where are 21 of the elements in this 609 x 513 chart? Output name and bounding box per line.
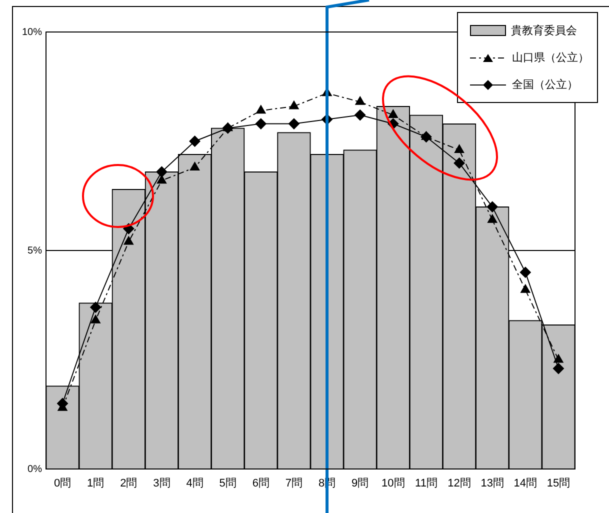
x-tick-label: 3問 xyxy=(153,478,170,490)
x-tick-label: 6問 xyxy=(252,478,270,490)
y-tick-label: 5% xyxy=(28,245,42,256)
y-tick-label: 10% xyxy=(22,26,42,38)
x-tick-label: 4問 xyxy=(186,478,204,490)
x-tick-label: 12問 xyxy=(448,478,471,490)
x-tick-label: 11問 xyxy=(415,478,438,490)
x-tick-label: 10問 xyxy=(382,478,405,490)
x-tick-label: 15問 xyxy=(546,478,570,490)
y-tick-label: 0% xyxy=(28,464,42,475)
x-tick-label: 0問 xyxy=(54,478,72,490)
x-tick-label: 14問 xyxy=(514,478,538,490)
legend-label: 貴教育委員会 xyxy=(511,23,577,38)
x-tick-label: 9問 xyxy=(352,478,369,490)
legend-label: 全国（公立） xyxy=(512,77,578,92)
legend-label: 山口県（公立） xyxy=(512,50,589,65)
x-tick-label: 5問 xyxy=(219,478,236,490)
x-tick-label: 13問 xyxy=(480,478,504,490)
x-tick-label: 7問 xyxy=(285,478,303,490)
x-tick-label: 2問 xyxy=(120,478,138,490)
x-tick-label: 1問 xyxy=(87,478,104,490)
